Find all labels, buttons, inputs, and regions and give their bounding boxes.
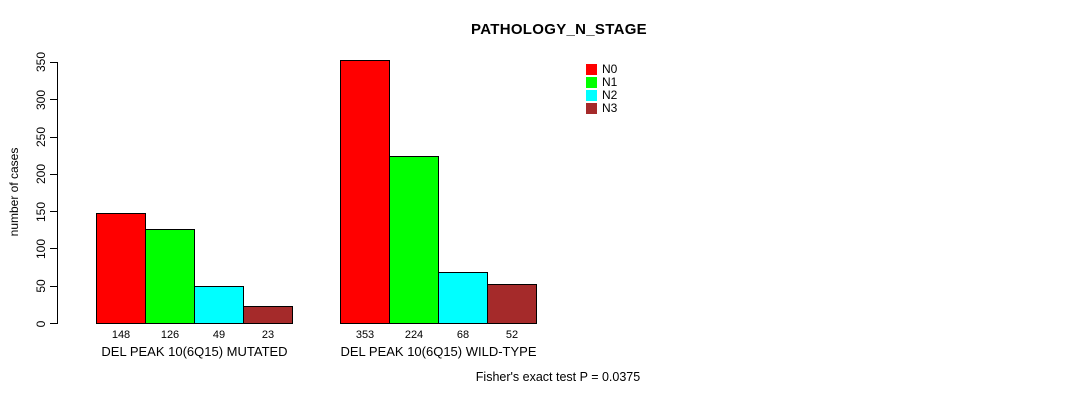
bar-N1-group1: [145, 229, 195, 324]
y-tick-mark: [50, 285, 57, 287]
bar-N1-group2: [389, 156, 439, 324]
bar-N0-group2: [340, 60, 390, 324]
chart-title: PATHOLOGY_N_STAGE: [471, 21, 647, 38]
y-tick-label: 150: [34, 201, 48, 222]
y-tick-mark: [50, 99, 57, 101]
y-tick-mark: [50, 323, 57, 324]
statistical-test-footnote: Fisher's exact test P = 0.0375: [475, 370, 641, 384]
y-tick-mark: [50, 248, 57, 250]
bar-value-label: 68: [456, 329, 470, 341]
legend-label: N3: [602, 101, 618, 115]
y-tick-label: 100: [34, 238, 48, 259]
bar-N0-group1: [96, 213, 146, 324]
category-label: DEL PEAK 10(6Q15) MUTATED: [101, 344, 288, 359]
bar-value-label: 353: [355, 329, 375, 341]
legend-label: N0: [602, 62, 618, 76]
bar-value-label: 23: [261, 329, 275, 341]
bar-value-label: 224: [404, 329, 424, 341]
y-tick-mark: [50, 211, 57, 213]
bar-N2-group2: [438, 272, 488, 324]
y-tick-label: 250: [34, 126, 48, 148]
legend-swatch-N1: [586, 77, 597, 88]
legend-swatch-N0: [586, 64, 597, 75]
y-tick-label: 50: [34, 279, 48, 293]
legend-label: N2: [602, 88, 618, 102]
bar-value-label: 49: [212, 329, 226, 341]
category-label: DEL PEAK 10(6Q15) WILD-TYPE: [340, 344, 537, 359]
y-tick-label: 350: [34, 52, 48, 73]
bar-value-label: 148: [111, 329, 131, 341]
y-tick-mark: [50, 61, 57, 63]
bar-N3-group2: [487, 284, 537, 324]
bar-N3-group1: [243, 306, 293, 324]
y-axis-line: [57, 61, 58, 324]
legend-swatch-N2: [586, 90, 597, 101]
legend-swatch-N3: [586, 103, 597, 114]
y-tick-label: 200: [34, 164, 48, 185]
bar-N2-group1: [194, 286, 244, 324]
y-tick-mark: [50, 136, 57, 138]
y-tick-mark: [50, 173, 57, 175]
bar-value-label: 52: [505, 329, 519, 341]
bar-value-label: 126: [160, 329, 180, 341]
y-tick-label: 300: [34, 89, 48, 110]
legend-label: N1: [602, 75, 618, 89]
y-tick-label: 0: [34, 320, 48, 327]
